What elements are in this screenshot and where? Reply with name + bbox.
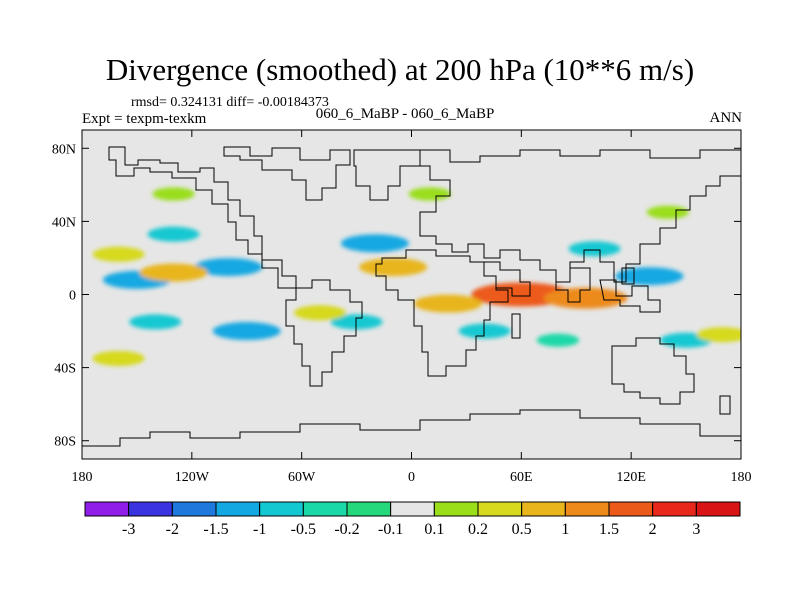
colorbar-swatch [433, 501, 479, 517]
field-region-7 [568, 241, 621, 257]
japan-outline [621, 267, 635, 285]
colorbar-label: 0.5 [512, 521, 532, 538]
colorbar-label: 1.5 [599, 521, 619, 538]
field-region-11 [536, 333, 580, 347]
south-america-outline [285, 279, 363, 387]
experiment-label: Expt = texpm-texkm [82, 111, 207, 127]
north-america-outline [108, 146, 297, 289]
y-tick-label: 40S [54, 362, 76, 377]
field-region-6 [330, 314, 383, 330]
colorbar-label: -1 [253, 521, 266, 538]
colorbar-swatch [302, 501, 348, 517]
colorbar-label: -0.5 [291, 521, 316, 538]
stats-label: rmsd= 0.324131 diff= -0.00184373 [131, 95, 329, 110]
antarctica-outline [82, 409, 741, 447]
colorbar-swatch [171, 501, 217, 517]
field-region-18 [414, 294, 483, 313]
colorbar-label: 0.2 [468, 521, 488, 538]
y-tick-label: 80N [52, 142, 76, 157]
colorbar-label: 3 [692, 521, 700, 538]
colorbar-label: 1 [561, 521, 569, 538]
season-label: ANN [709, 110, 743, 126]
field-region-17 [293, 305, 346, 321]
field-region-10 [458, 323, 511, 339]
colorbar-label: -2 [166, 521, 179, 538]
x-tick-label: 0 [408, 470, 415, 485]
field-region-20 [152, 187, 195, 201]
australia-outline [611, 337, 695, 405]
colorbar-swatch [652, 501, 697, 517]
field-region-3 [212, 322, 281, 341]
field-region-1 [194, 258, 263, 277]
field-region-4 [129, 314, 182, 330]
coastline-outlines [82, 146, 741, 447]
colorbar-label: 0.1 [424, 521, 444, 538]
field-region-15 [471, 282, 572, 307]
x-tick-label: 60E [510, 470, 533, 485]
x-tick-label: 60W [288, 470, 316, 485]
runs-label: 060_6_MaBP - 060_6_MaBP [315, 106, 495, 122]
colorbar-swatch [84, 501, 130, 517]
madagascar-outline [511, 313, 521, 339]
colorbar-swatch [477, 501, 523, 517]
y-tick-label: 80S [54, 435, 76, 450]
y-tick-label: 40N [52, 215, 76, 230]
colorbar-label: 2 [649, 521, 657, 538]
eurasia-outline [419, 149, 741, 283]
field-region-5 [340, 234, 409, 253]
chart-title: Divergence (smoothed) at 200 hPa (10**6 … [105, 52, 695, 87]
colorbar-swatch [346, 501, 392, 517]
greenland-outline [353, 149, 421, 201]
x-tick-label: 180 [731, 470, 752, 485]
field-region-2 [147, 226, 200, 242]
x-tick-label: 180 [72, 470, 93, 485]
colorbar-swatch [259, 501, 304, 517]
field-region-13 [92, 246, 145, 262]
colorbar-swatch [564, 501, 610, 517]
africa-outline [375, 249, 509, 377]
colorbar-swatch [215, 501, 261, 517]
field-region-14 [359, 258, 428, 277]
southeast-asia-outline [599, 279, 661, 313]
field-region-0 [102, 270, 171, 289]
colorbar-label: -3 [122, 521, 135, 538]
field-region-22 [92, 350, 145, 366]
map-background [82, 130, 741, 459]
map-frame [81, 129, 742, 460]
field-region-9 [660, 332, 713, 348]
colorbar-swatch [521, 501, 566, 517]
field-region-12 [139, 263, 208, 282]
new-zealand-outline [719, 395, 731, 415]
colorbar-label: -1.5 [203, 521, 228, 538]
colorbar-swatch [390, 501, 435, 517]
colorbar-swatch [695, 501, 741, 517]
colorbar: -3 -2 -1.5 -1 -0.5 -0.2 -0.1 0.1 0.2 0.5 1 1.5 2 3 [84, 501, 741, 538]
map-axes: 180 120W 60W 0 60E 120E 180 80N 40N 0 40S 80S [52, 130, 752, 485]
colorbar-swatch [128, 501, 173, 517]
field-region-21 [408, 187, 452, 201]
colorbar-label: -0.2 [334, 521, 359, 538]
field-region-8 [615, 267, 684, 286]
colorbar-label: -0.1 [378, 521, 403, 538]
x-tick-label: 120E [616, 470, 646, 485]
india-outline [555, 267, 591, 303]
x-tick-label: 120W [175, 470, 210, 485]
field-region-16 [543, 287, 628, 309]
arctic-islands-outline [223, 146, 351, 201]
field-region-23 [646, 205, 689, 219]
colorbar-swatch [608, 501, 654, 517]
field-region-19 [696, 327, 741, 343]
arabia-outline [483, 261, 531, 297]
y-tick-label: 0 [69, 289, 76, 304]
